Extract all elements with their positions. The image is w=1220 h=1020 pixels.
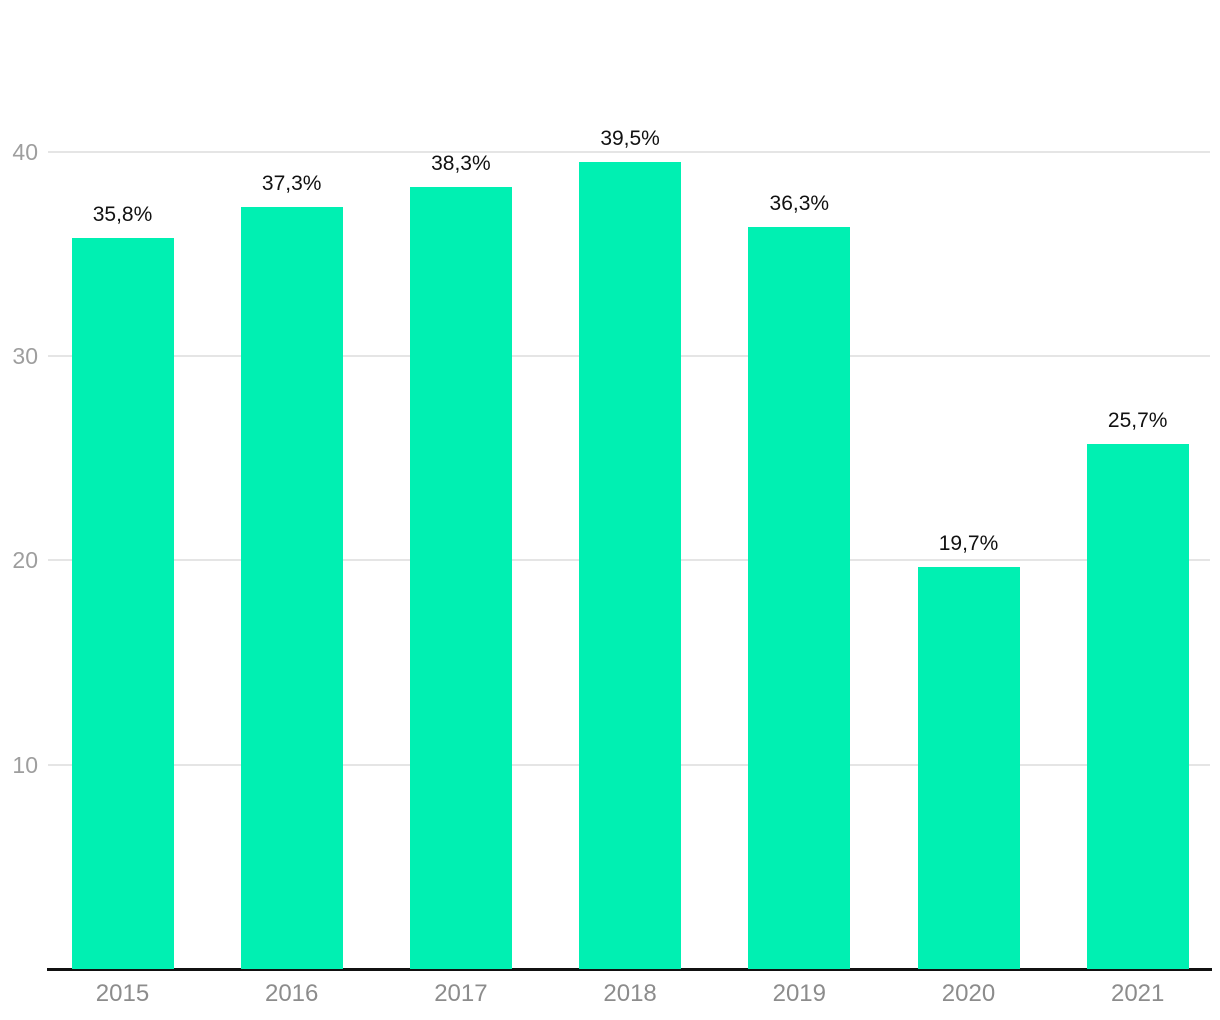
x-tick-label-2018: 2018 [603,980,657,1007]
value-label-2015: 35,8% [92,202,153,226]
x-tick-label-2015: 2015 [95,980,150,1007]
bar-2016 [240,206,343,969]
bar-2017 [409,186,512,969]
y-tick-label-10: 10 [12,751,38,778]
bar-2015 [71,237,174,969]
y-tick-label-20: 20 [12,547,38,574]
value-label-2016: 37,3% [261,171,322,195]
value-label-2021: 25,7% [1107,408,1168,432]
x-tick-label-2019: 2019 [772,980,826,1007]
value-label-2017: 38,3% [431,151,491,175]
x-tick-label-2017: 2017 [434,980,488,1007]
gridline-40 [48,150,1210,153]
bar-2021 [1086,443,1189,969]
y-tick-label-30: 30 [12,343,38,370]
x-tick-label-2021: 2021 [1110,980,1165,1007]
value-label-2018: 39,5% [600,127,660,150]
x-tick-label-2016: 2016 [264,980,319,1007]
x-tick-label-2020: 2020 [941,980,996,1007]
x-axis-line [47,968,1212,971]
bar-2020 [917,566,1020,969]
value-label-2019: 36,3% [769,192,830,216]
y-tick-label-40: 40 [12,138,38,165]
bar-2019 [748,227,851,969]
value-label-2020: 19,7% [938,531,999,555]
bar-2018 [579,162,682,969]
